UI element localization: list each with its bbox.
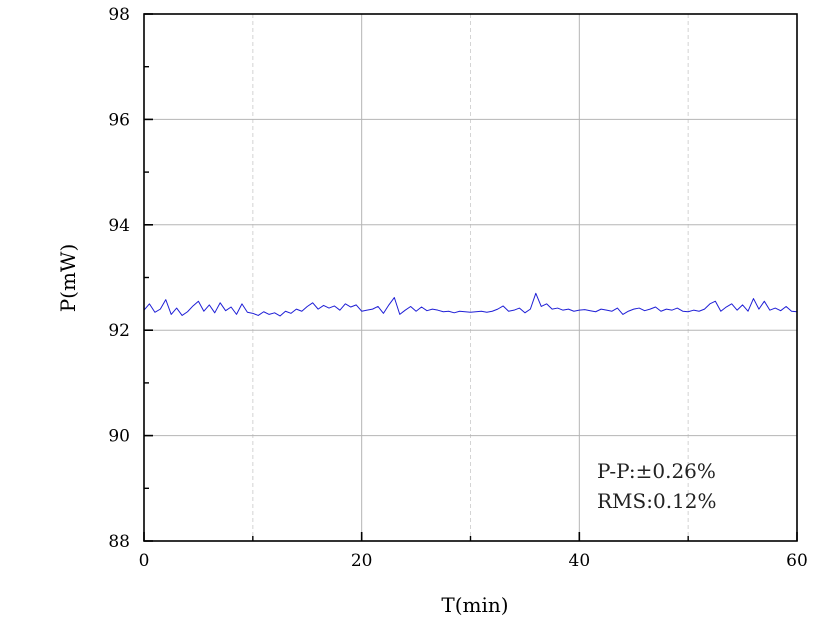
x-tick-label: 40 [569, 551, 591, 571]
series-layer [143, 292, 798, 317]
grid-lines [144, 14, 797, 541]
power-series-line [143, 292, 798, 317]
y-tick-label: 98 [108, 5, 130, 25]
annotation-peak-to-peak: P-P:±0.26% [597, 459, 716, 483]
y-tick-label: 94 [108, 216, 130, 236]
x-tick-label: 20 [351, 551, 373, 571]
x-tick-label: 0 [139, 551, 150, 571]
axis-ticks [143, 13, 798, 542]
y-tick-label: 92 [108, 321, 130, 341]
x-tick-label: 60 [786, 551, 808, 571]
annotation-rms: RMS:0.12% [597, 489, 717, 513]
y-tick-label: 88 [108, 532, 130, 552]
y-axis-title: P(mW) [56, 244, 80, 313]
y-tick-label: 96 [108, 110, 130, 130]
y-tick-label: 90 [108, 427, 130, 447]
tick-labels: 0 20 40 60 88 90 92 94 96 98 [108, 5, 807, 571]
x-axis-title: T(min) [441, 593, 508, 617]
